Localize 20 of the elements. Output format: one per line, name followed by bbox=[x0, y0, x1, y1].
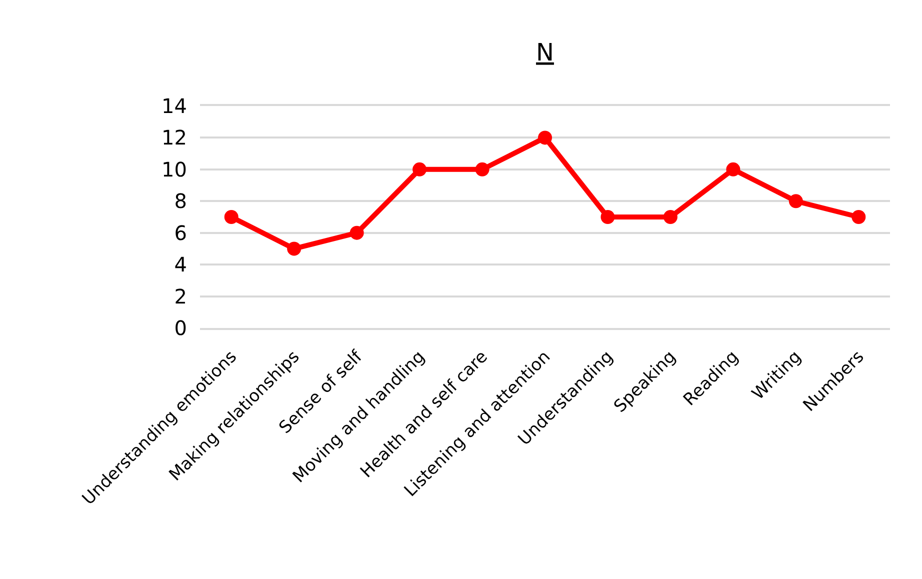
point bbox=[287, 242, 302, 256]
point bbox=[788, 194, 803, 208]
y-tick-label: 14 bbox=[162, 94, 187, 118]
point bbox=[852, 210, 866, 224]
y-tick-label: 2 bbox=[174, 284, 187, 308]
point bbox=[475, 162, 490, 176]
y-tick-label: 6 bbox=[174, 220, 187, 245]
y-tick-label: 0 bbox=[174, 316, 187, 340]
y-tick-label: 10 bbox=[162, 157, 187, 182]
point bbox=[412, 162, 427, 176]
point bbox=[726, 162, 740, 176]
point bbox=[600, 210, 615, 224]
point bbox=[350, 226, 364, 240]
y-tick-label: 8 bbox=[174, 189, 187, 214]
y-tick-label: 4 bbox=[174, 252, 187, 277]
point bbox=[663, 210, 678, 224]
point bbox=[538, 130, 552, 145]
y-tick-label: 12 bbox=[162, 126, 187, 150]
chart-title: N bbox=[536, 38, 554, 66]
point bbox=[224, 210, 238, 224]
